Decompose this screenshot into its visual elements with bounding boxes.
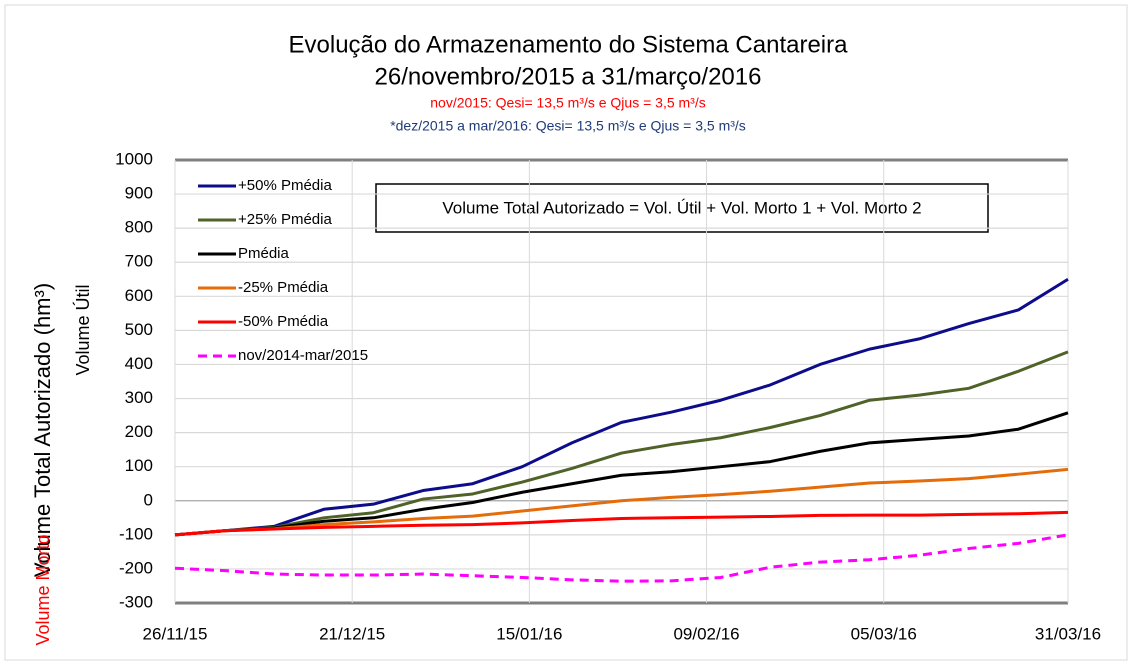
y-axis-label: Volume Total Autorizado (hm³) — [30, 283, 55, 577]
legend-label: Pmédia — [238, 245, 290, 262]
y-tick-label: -100 — [119, 524, 153, 543]
legend-label: +50% Pmédia — [238, 177, 332, 194]
legend-label: nov/2014-mar/2015 — [238, 347, 368, 364]
y-tick-label: 700 — [125, 252, 153, 271]
series-line — [174, 467, 1069, 537]
chart-title: Evolução do Armazenamento do Sistema Can… — [289, 31, 849, 58]
y-sublabel: Volume Morto — [33, 534, 53, 645]
y-tick-label: 300 — [125, 388, 153, 407]
legend-label: -25% Pmédia — [238, 279, 329, 296]
series-line — [174, 350, 1069, 537]
y-tick-label: 400 — [125, 354, 153, 373]
y-tick-label: 500 — [125, 320, 153, 339]
series-line — [174, 277, 1069, 537]
legend-label: +25% Pmédia — [238, 211, 332, 228]
y-tick-label: 1000 — [115, 149, 153, 168]
y-tick-label: -300 — [119, 592, 153, 611]
y-tick-label: 800 — [125, 218, 153, 237]
legend-label: -50% Pmédia — [238, 313, 329, 330]
x-tick-label: 31/03/16 — [1035, 624, 1101, 643]
y-tick-label: 600 — [125, 286, 153, 305]
note: *dez/2015 a mar/2016: Qesi= 13,5 m³/s e … — [390, 118, 746, 134]
annotation-box — [375, 183, 989, 233]
x-tick-label: 26/11/15 — [143, 624, 208, 643]
series-line — [174, 510, 1069, 537]
y-tick-label: 200 — [125, 422, 153, 441]
note: nov/2015: Qesi= 13,5 m³/s e Qjus = 3,5 m… — [430, 95, 705, 111]
y-tick-label: 900 — [125, 184, 153, 203]
y-tick-label: -200 — [119, 558, 153, 577]
annotation: Volume Total Autorizado = Vol. Útil + Vo… — [442, 198, 921, 217]
y-tick-label: 0 — [144, 490, 153, 509]
x-tick-label: 09/02/16 — [673, 624, 739, 643]
x-tick-label: 15/01/16 — [496, 624, 562, 643]
chart-subtitle: 26/novembro/2015 a 31/março/2016 — [375, 63, 762, 90]
series-line — [174, 411, 1069, 537]
y-tick-label: 100 — [125, 456, 153, 475]
x-tick-label: 05/03/16 — [851, 624, 917, 643]
x-tick-label: 21/12/15 — [319, 624, 385, 643]
y-sublabel: Volume Útil — [72, 284, 93, 375]
